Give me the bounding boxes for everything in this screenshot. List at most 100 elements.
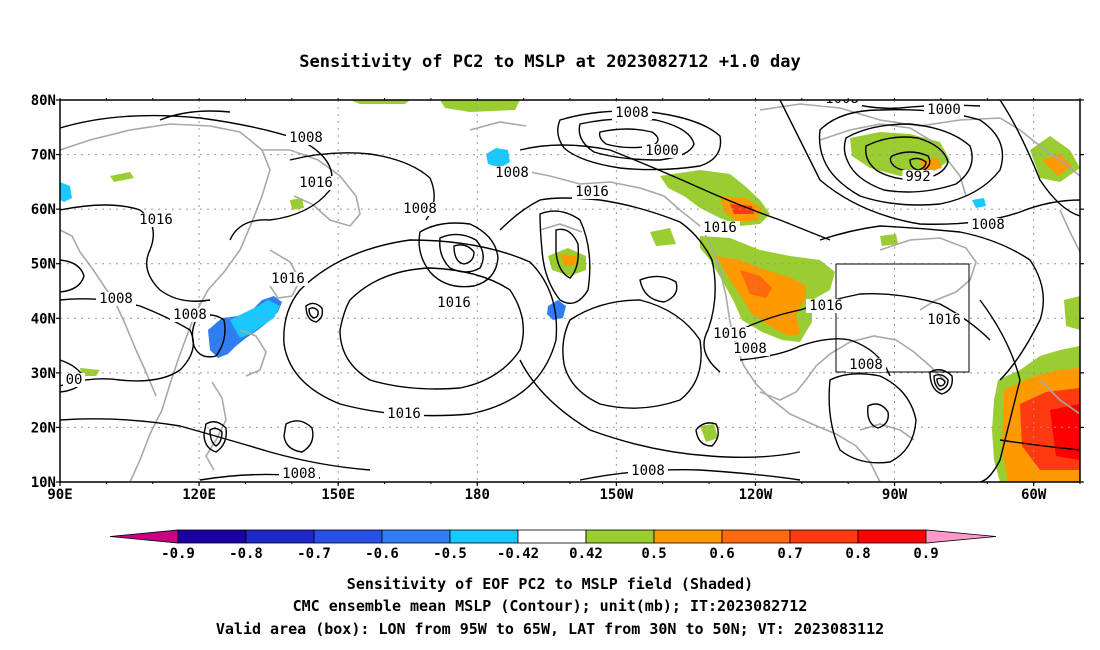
- lat-tick-label: 70N: [31, 148, 56, 164]
- contour-label: 1008: [849, 357, 883, 373]
- colorbar-label: 0.42: [569, 546, 603, 562]
- colorbar-label: 0.5: [641, 546, 666, 562]
- contour-label-bg: [268, 272, 308, 286]
- contour-label-bg: [296, 176, 336, 190]
- contour-label: 1016: [387, 406, 421, 422]
- lat-tick-label: 60N: [31, 202, 56, 218]
- lon-tick-label: 150W: [600, 487, 634, 503]
- colorbar-label: -0.7: [297, 546, 331, 562]
- pos-patch-small3: [110, 172, 134, 182]
- contour-label: 1008: [615, 105, 649, 121]
- contour-label-bg: [710, 327, 750, 341]
- lat-tick-label: 80N: [31, 93, 56, 109]
- contour-label: 992: [905, 169, 930, 185]
- contour-label-bg: [63, 373, 85, 387]
- contour-label-bg: [279, 467, 319, 481]
- pos-patch-small6: [880, 234, 898, 246]
- pos-patch-small5: [650, 228, 676, 246]
- figure-title: Sensitivity of PC2 to MSLP at 2023082712…: [299, 52, 801, 72]
- colorbar-swatch: [789, 529, 859, 544]
- contour-label: 1016: [927, 312, 961, 328]
- colorbar-label: 0.7: [777, 546, 802, 562]
- contour-label-bg: [492, 166, 532, 180]
- coastlines: [60, 103, 1080, 482]
- contour-label: 1000: [645, 143, 679, 159]
- contour-label-bg: [968, 218, 1008, 232]
- contour-label: 1016: [437, 295, 471, 311]
- contour-label: 1008: [733, 341, 767, 357]
- colorbar-swatch: [381, 529, 451, 544]
- colorbar-under-arrow: [109, 529, 179, 544]
- pos-patch-small4: [290, 198, 304, 210]
- neg-patch-bering: [486, 148, 510, 168]
- footer-line-2: CMC ensemble mean MSLP (Contour); unit(m…: [293, 597, 808, 615]
- pos-patch-arctic: [350, 100, 410, 104]
- contour-labels: 1008100810081016101610161008101610081016…: [63, 100, 1008, 482]
- contour-label: 1016: [271, 271, 305, 287]
- pos-patch-arctic2: [440, 100, 520, 112]
- contour-label: 1016: [575, 184, 609, 200]
- contour-label-bg: [846, 358, 886, 372]
- contour-label: 1000: [927, 102, 961, 118]
- colorbar-over-arrow: [925, 529, 997, 544]
- lon-tick-label: 180: [465, 487, 490, 503]
- colorbar-label: -0.42: [497, 546, 539, 562]
- footer-line-3: Valid area (box): LON from 95W to 65W, L…: [216, 620, 884, 638]
- contour-label-bg: [902, 170, 934, 184]
- colorbar-swatch: [449, 529, 519, 544]
- lon-tick-label: 120E: [182, 487, 216, 503]
- colorbar-swatch: [721, 529, 791, 544]
- contour-label: 1016: [809, 298, 843, 314]
- contour-label: 1016: [703, 220, 737, 236]
- contour-label: 1008: [495, 165, 529, 181]
- contour-label-bg: [434, 296, 474, 310]
- colorbar-swatch: [653, 529, 723, 544]
- mslp-contours: [60, 100, 1080, 482]
- contour-label: 00: [66, 372, 83, 388]
- contour-label: 1016: [713, 326, 747, 342]
- colorbar-swatch: [517, 529, 587, 544]
- lat-tick-label: 20N: [31, 420, 56, 436]
- pos-patch-atl-north: [1064, 296, 1080, 330]
- pos-patch-small1: [700, 424, 718, 442]
- neg-patch-180: [547, 300, 566, 320]
- lat-tick-label: 50N: [31, 257, 56, 273]
- contour-label-bg: [384, 407, 424, 421]
- contour-label: 1008: [403, 201, 437, 217]
- contour-label-bg: [286, 131, 326, 145]
- contour-label-bg: [822, 100, 862, 106]
- colorbar-label: 0.6: [709, 546, 734, 562]
- contour-label-bg: [628, 464, 668, 478]
- contour-label-bg: [924, 313, 964, 327]
- contour-label-bg: [642, 144, 682, 158]
- pos-patch-ne-edge-or: [1042, 154, 1072, 176]
- pos-patch-180e-or: [560, 254, 578, 266]
- lon-tick-label: 120W: [739, 487, 773, 503]
- colorbar-label: -0.9: [161, 546, 195, 562]
- contour-label: 1008: [282, 466, 316, 482]
- lon-tick-label: 150E: [321, 487, 355, 503]
- pos-patch-atlantic-red2: [1050, 404, 1080, 460]
- contour-label: 1008: [173, 307, 207, 323]
- contour-label-bg: [924, 103, 964, 117]
- contour-label: 1016: [299, 175, 333, 191]
- colorbar-swatch: [857, 529, 927, 544]
- colorbar-swatch: [177, 529, 247, 544]
- colorbar-label: -0.8: [229, 546, 263, 562]
- lat-tick-label: 10N: [31, 475, 56, 491]
- colorbar-label: -0.6: [365, 546, 399, 562]
- contour-label-bg: [96, 292, 136, 306]
- contour-label-bg: [572, 185, 612, 199]
- sensitivity-shading: [60, 100, 1080, 482]
- contour-label-bg: [136, 213, 176, 227]
- contour-label-bg: [806, 299, 846, 313]
- contour-label: 1008: [631, 463, 665, 479]
- neg-patch-ne: [972, 198, 986, 208]
- colorbar-label: 0.8: [845, 546, 870, 562]
- lon-tick-label: 90W: [882, 487, 908, 503]
- contour-label: 1016: [139, 212, 173, 228]
- pos-patch-alaska-red: [730, 204, 754, 214]
- contour-label-bg: [612, 106, 652, 120]
